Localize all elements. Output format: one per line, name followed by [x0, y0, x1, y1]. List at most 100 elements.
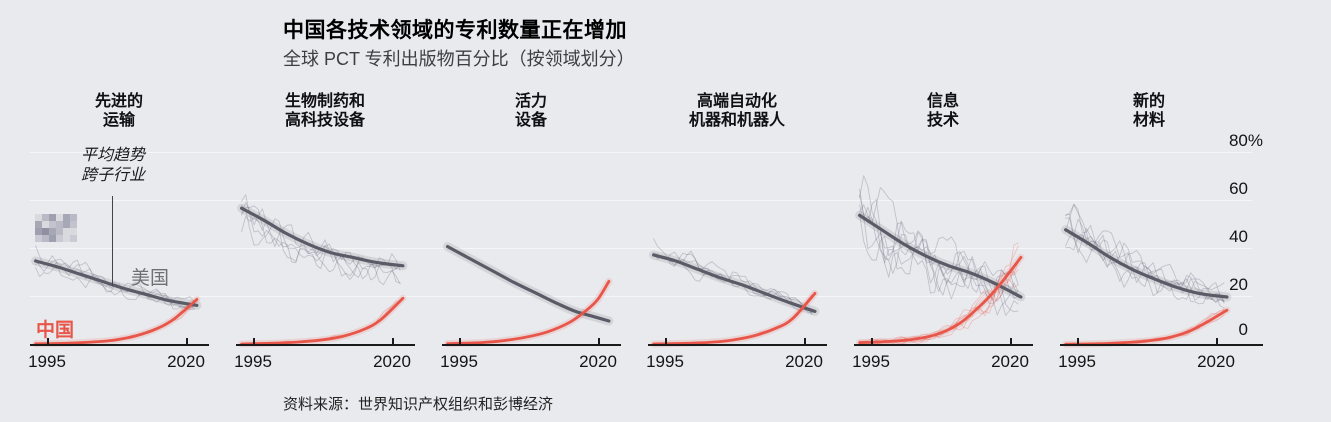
- y-axis-label-0: 0: [1238, 320, 1248, 339]
- x-label-2020: 2020: [991, 352, 1029, 371]
- panel-title-2-line1: 生物制药和: [284, 93, 365, 110]
- pixel-cell: [35, 228, 42, 235]
- subindustry-line-gray: [859, 206, 1019, 316]
- panel-title-2: 生物制药和 高科技设备: [236, 92, 414, 130]
- x-label-2020: 2020: [167, 352, 205, 371]
- subindustry-line-gray: [241, 194, 401, 280]
- pixel-cell: [49, 235, 56, 242]
- panel-plot-6: [1061, 203, 1232, 348]
- panel-title-4-line1: 高端自动化: [696, 93, 777, 110]
- panel-plot-5: [855, 175, 1026, 347]
- us-trend-line: [240, 206, 405, 268]
- pixel-cell: [56, 221, 63, 228]
- x-tick-1995: [871, 338, 873, 345]
- panel-title-3-line2: 设备: [514, 112, 547, 129]
- panel-plot-3: [443, 242, 614, 348]
- x-tick-1995: [47, 338, 49, 345]
- pixel-cell: [35, 221, 42, 228]
- pixel-cell: [56, 228, 63, 235]
- china-series-label: 中国: [36, 320, 75, 341]
- y-axis-label-20: 20: [1229, 275, 1248, 294]
- pixel-cell: [35, 235, 42, 242]
- pixel-cell: [70, 235, 77, 242]
- x-tick-1995: [459, 338, 461, 345]
- pixel-cell: [70, 221, 77, 228]
- panel-title-5: 信息 技术: [854, 92, 1032, 130]
- us-trend-line: [446, 245, 611, 323]
- x-tick-2020: [1010, 338, 1012, 345]
- zero-axis-extension: [1237, 344, 1263, 346]
- pixel-cell: [42, 228, 49, 235]
- x-axis-line-2: [236, 344, 415, 346]
- y-axis-label-40: 40: [1229, 227, 1248, 246]
- gridline-20: [30, 296, 1252, 297]
- x-tick-2020: [804, 338, 806, 345]
- x-tick-1995: [253, 338, 255, 345]
- pixel-cell: [49, 221, 56, 228]
- us-trend-line: [1064, 228, 1229, 299]
- subindustry-line-gray: [1065, 218, 1225, 305]
- panel-title-4-line2: 机器和机器人: [688, 112, 785, 129]
- pixel-cell: [56, 235, 63, 242]
- x-axis-line-5: [854, 344, 1033, 346]
- china-trend-line: [240, 296, 405, 346]
- us-confidence-band: [237, 203, 408, 271]
- china-trend-line: [446, 280, 611, 345]
- panel-plot-4: [649, 238, 820, 348]
- subindustry-line-gray: [1065, 203, 1225, 302]
- page-title: 中国各技术领域的专利数量正在增加: [283, 19, 627, 42]
- panel-title-1-line1: 先进的: [94, 93, 143, 110]
- subindustry-line-gray: [653, 252, 813, 314]
- panel-title-1: 先进的 运输: [30, 92, 208, 130]
- x-label-1995: 1995: [28, 352, 66, 371]
- subindustry-line-gray: [1065, 213, 1225, 301]
- x-axis-line-6: [1060, 344, 1239, 346]
- x-tick-2020: [598, 338, 600, 345]
- x-axis-line-3: [442, 344, 621, 346]
- subindustry-line-gray: [35, 245, 195, 303]
- pixel-cell: [63, 221, 70, 228]
- x-label-2020: 2020: [373, 352, 411, 371]
- x-label-1995: 1995: [234, 352, 272, 371]
- panel-title-6-line2: 材料: [1132, 112, 1165, 129]
- pixel-cell: [63, 228, 70, 235]
- y-axis-label-60: 60: [1229, 179, 1248, 198]
- pixel-cell: [42, 235, 49, 242]
- panel-title-3: 活力 设备: [442, 92, 620, 130]
- x-label-2020: 2020: [1197, 352, 1235, 371]
- x-label-1995: 1995: [440, 352, 478, 371]
- pixelated-redaction-block: [35, 214, 77, 242]
- x-axis-line-1: [30, 344, 209, 346]
- panel-plot-1: [31, 245, 202, 348]
- x-tick-2020: [1216, 338, 1218, 345]
- x-tick-2020: [392, 338, 394, 345]
- subindustry-line-gray: [859, 186, 1019, 285]
- gridline-60: [30, 200, 1252, 201]
- x-tick-1995: [665, 338, 667, 345]
- x-label-2020: 2020: [785, 352, 823, 371]
- panel-title-6-line1: 新的: [1132, 93, 1165, 110]
- subindustry-line-gray: [1065, 234, 1225, 303]
- pixel-cell: [56, 214, 63, 221]
- subindustry-line-gray: [859, 204, 1019, 313]
- us-trend-line: [34, 259, 199, 307]
- annotation-pointer-line: [112, 196, 113, 286]
- pixel-cell: [42, 221, 49, 228]
- panel-title-1-line2: 运输: [102, 112, 135, 129]
- china-trend-line: [1064, 308, 1229, 346]
- subindustry-line-gray: [35, 261, 195, 310]
- pixel-cell: [49, 214, 56, 221]
- x-label-1995: 1995: [852, 352, 890, 371]
- subindustry-line-gray: [241, 204, 401, 285]
- subindustry-line-red: [859, 259, 1019, 345]
- gridline-80: [30, 152, 1252, 153]
- us-trend-line: [652, 253, 817, 313]
- subindustry-line-gray: [1065, 204, 1225, 304]
- x-label-1995: 1995: [1058, 352, 1096, 371]
- avg-trend-annotation-line2: 跨子行业: [80, 167, 145, 184]
- panel-title-5-line2: 技术: [926, 112, 959, 129]
- pixel-cell: [49, 228, 56, 235]
- y-axis-label-80: 80%: [1228, 131, 1263, 150]
- pixel-cell: [70, 228, 77, 235]
- china-trend-line: [34, 298, 199, 346]
